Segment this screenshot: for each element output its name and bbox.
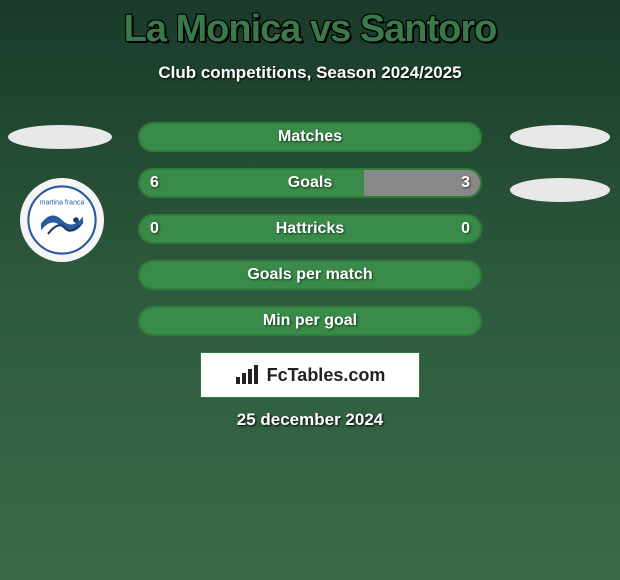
bar-value-right: 3 [461,170,470,196]
placeholder-ellipse-left [8,125,112,149]
bar-label: Goals per match [140,262,480,288]
bar-label: Goals [140,170,480,196]
bar-goals-per-match: Goals per match [138,260,482,290]
bar-label: Hattricks [140,216,480,242]
bar-chart-icon [235,365,261,385]
placeholder-ellipse-right-2 [510,178,610,202]
site-logo[interactable]: FcTables.com [200,352,420,398]
bar-matches: Matches [138,122,482,152]
page-title: La Monica vs Santoro [0,0,620,51]
svg-text:martina franca: martina franca [40,200,85,207]
bar-goals: 6 Goals 3 [138,168,482,198]
bar-hattricks: 0 Hattricks 0 [138,214,482,244]
subtitle: Club competitions, Season 2024/2025 [0,63,620,83]
club-crest-icon: martina franca [27,185,97,255]
bar-label: Matches [140,124,480,150]
bar-value-right: 0 [461,216,470,242]
logo-text: FcTables.com [267,365,386,386]
bar-min-per-goal: Min per goal [138,306,482,336]
date-label: 25 december 2024 [0,410,620,430]
player-avatar-left: martina franca [20,178,104,262]
placeholder-ellipse-right-1 [510,125,610,149]
stats-bars: Matches 6 Goals 3 0 Hattricks 0 Goals pe… [138,122,482,352]
bar-label: Min per goal [140,308,480,334]
